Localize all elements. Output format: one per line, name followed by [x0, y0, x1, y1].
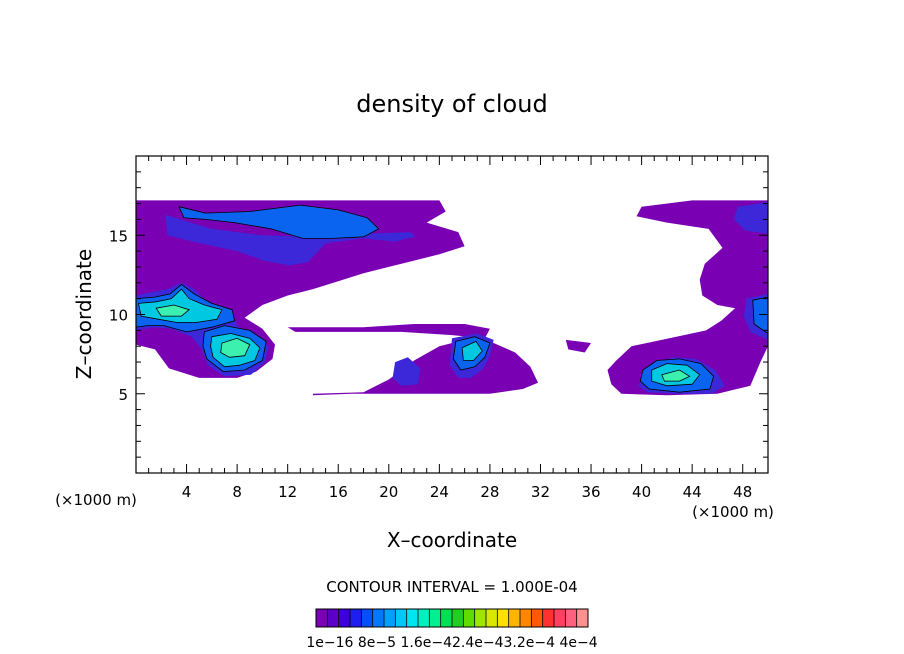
x-tick-label: 12	[278, 483, 297, 501]
colorbar-swatch	[440, 609, 453, 627]
colorbar-swatch	[327, 609, 339, 627]
colorbar-swatch	[474, 609, 487, 627]
contour-line	[155, 304, 190, 317]
y-axis-label: Z–coordinate	[72, 249, 96, 379]
contour-line	[210, 333, 261, 368]
y-tick-label: 5	[118, 386, 128, 404]
contour-line	[178, 204, 380, 239]
contour-region-level-5	[220, 338, 250, 358]
contour-line	[651, 363, 701, 387]
colorbar-swatch	[418, 609, 430, 627]
x-tick-label: 28	[480, 483, 499, 501]
colorbar-swatch	[565, 609, 577, 627]
colorbar-swatch	[395, 609, 407, 627]
colorbar-swatch	[463, 609, 475, 627]
colorbar-swatch	[520, 609, 532, 627]
contour-region-level-4	[138, 289, 222, 323]
contour-region-level-5	[661, 370, 690, 382]
contour-region-level-2	[392, 357, 421, 386]
colorbar-swatch	[429, 609, 441, 627]
contour-line	[452, 336, 491, 371]
contour-region-level-1	[565, 339, 591, 353]
contour-line	[202, 325, 267, 373]
x-axis-label: X–coordinate	[387, 528, 517, 552]
colorbar-frame	[315, 608, 589, 628]
contour-region-level-4	[462, 341, 483, 361]
contour-line	[639, 358, 715, 393]
x-axis: 4 8 12 16 20 24 28 32 36 40 44 48	[148, 156, 756, 501]
colorbar-swatch	[542, 609, 555, 627]
x-tick-label: 48	[733, 483, 752, 501]
x-tick-label: 8	[232, 483, 242, 501]
x-tick-label: 20	[379, 483, 398, 501]
x-tick-label: 36	[581, 483, 600, 501]
colorbar-swatch	[361, 609, 373, 627]
x-tick-label: 16	[329, 483, 348, 501]
colorbar-swatch	[316, 609, 328, 627]
x-unit-label-left: (×1000 m)	[55, 491, 137, 509]
colorbar-swatch	[372, 609, 385, 627]
contour-region-level-2	[165, 214, 416, 266]
colorbar-swatch	[531, 609, 543, 627]
y-tick-label: 15	[109, 227, 128, 245]
colorbar-swatch	[576, 609, 589, 627]
colorbar-swatch	[350, 609, 362, 627]
contour-region-level-1	[287, 324, 490, 339]
contour-interval-label: CONTOUR INTERVAL = 1.000E-04	[326, 578, 577, 596]
y-axis: 5 10 15	[109, 171, 768, 458]
x-tick-label: 4	[182, 483, 192, 501]
x-tick-label: 44	[683, 483, 702, 501]
chart-title: density of cloud	[356, 90, 547, 118]
colorbar	[315, 608, 589, 628]
colorbar-swatch	[338, 609, 351, 627]
colorbar-swatch	[554, 609, 566, 627]
x-tick-label: 24	[430, 483, 449, 501]
contour-region-level-1	[607, 200, 768, 396]
y-tick-label: 10	[109, 307, 128, 325]
x-tick-label: 40	[632, 483, 651, 501]
x-unit-label-right: (×1000 m)	[692, 503, 774, 521]
x-tick-label: 32	[531, 483, 550, 501]
contour-region-level-2	[733, 202, 768, 234]
contour-line	[661, 369, 691, 382]
colorbar-swatch	[497, 609, 509, 627]
contour-region-level-3	[179, 205, 379, 239]
contour-region-level-5	[156, 305, 190, 317]
colorbar-swatch	[406, 609, 419, 627]
contour-line	[220, 337, 251, 358]
contour-line	[138, 288, 223, 323]
colorbar-swatch	[452, 609, 464, 627]
contour-line	[135, 283, 236, 333]
colorbar-labels: 1e−16 8e−5 1.6e−42.4e−43.2e−4 4e−4	[306, 635, 597, 651]
contour-region-level-3	[752, 297, 768, 334]
contour-region-level-1	[313, 339, 538, 396]
colorbar-swatch	[508, 609, 521, 627]
colorbar-swatch	[384, 609, 396, 627]
contour-line	[461, 340, 483, 361]
colorbar-swatch	[486, 609, 498, 627]
